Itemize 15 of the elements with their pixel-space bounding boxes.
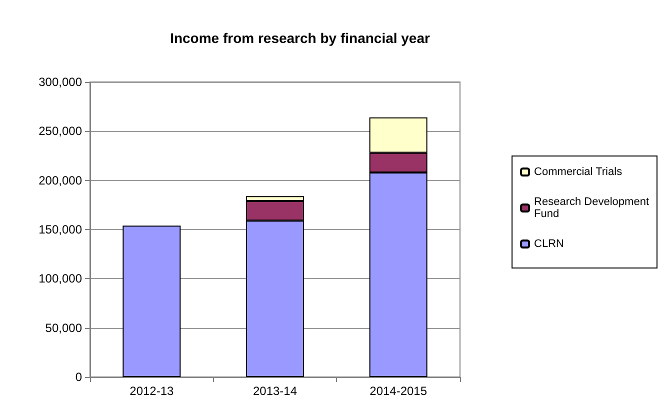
legend-label: Commercial Trials — [534, 166, 623, 178]
y-tick-label: 50,000 — [45, 320, 82, 335]
bar — [122, 226, 181, 377]
y-tick-label: 300,000 — [38, 75, 82, 89]
y-tick-label: 200,000 — [38, 173, 82, 188]
y-tick-label: 250,000 — [38, 124, 82, 138]
y-tick-label: 100,000 — [38, 272, 82, 286]
y-tick-label: 0 — [75, 370, 82, 384]
x-tick-label: 2014-2015 — [370, 384, 428, 398]
x-tick-label: 2012-13 — [130, 384, 174, 398]
legend-label: Research Development Fund — [534, 196, 650, 220]
y-tick-label: 150,000 — [38, 222, 82, 236]
legend-label: CLRN — [534, 238, 564, 250]
chart-title: Income from research by financial year — [170, 30, 430, 46]
x-tick-label: 2013-14 — [252, 384, 298, 398]
